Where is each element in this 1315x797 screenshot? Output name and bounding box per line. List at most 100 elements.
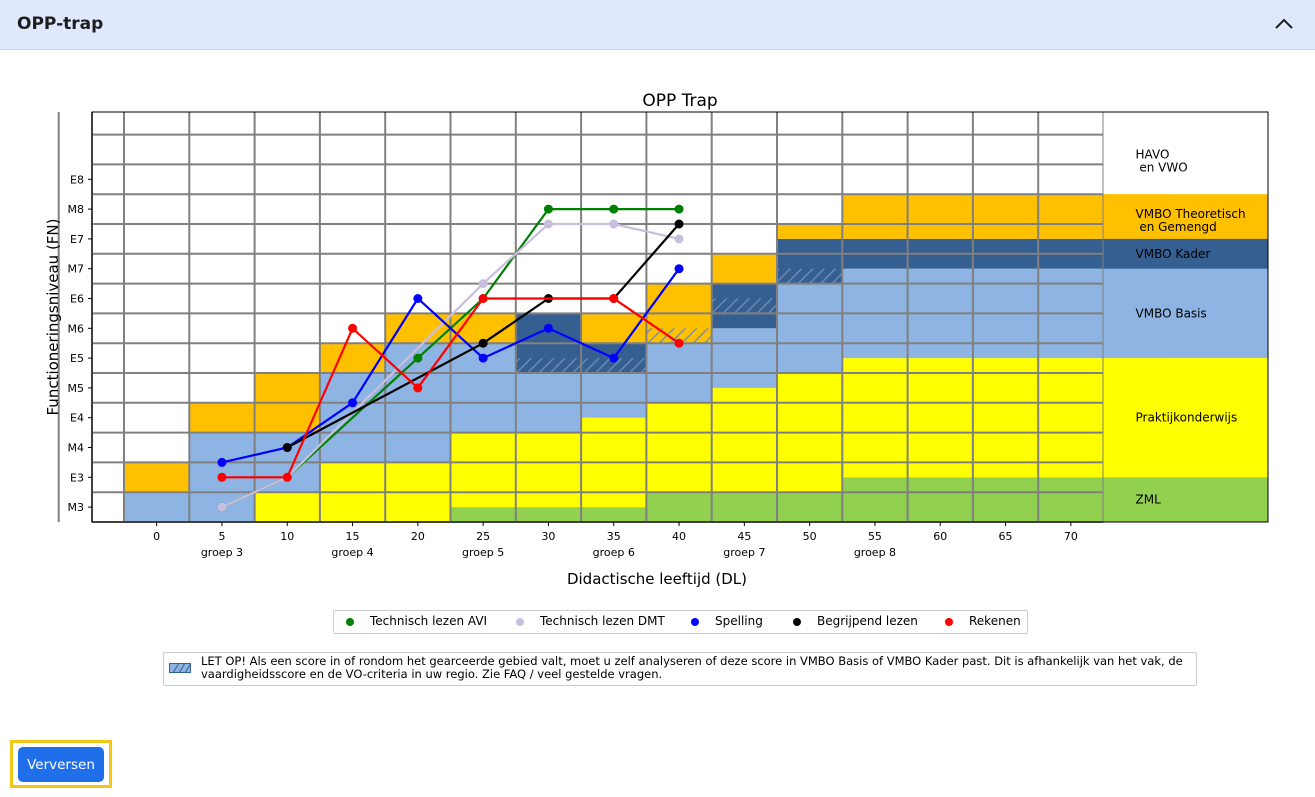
x-tick-label: 40 — [672, 530, 686, 543]
x-axis-label: Didactische leeftijd (DL) — [567, 570, 747, 588]
zml-zone — [907, 477, 973, 522]
zone-label: Praktijkonderwijs — [1136, 411, 1238, 425]
chevron-up-icon[interactable] — [1273, 13, 1295, 35]
series-point — [543, 204, 553, 214]
chart-svg: HAVO en VWO VMBO Theoretisch en Gemengd VM… — [44, 91, 1269, 588]
praktijk-zone — [450, 432, 516, 508]
vmbo-basis-zone — [711, 328, 777, 388]
vmbo-theoretisch-zone — [124, 462, 190, 493]
y-tick-label: E3 — [70, 471, 84, 484]
y-tick-label: M5 — [68, 382, 85, 395]
series-point — [413, 294, 423, 303]
x-tick-label: 50 — [803, 530, 817, 543]
legend-marker — [945, 618, 953, 626]
x-tick-label: 20 — [411, 530, 425, 543]
zone-label: HAVO en VWO — [1136, 147, 1188, 174]
series-line — [221, 222, 680, 509]
hatched-area — [581, 358, 647, 373]
y-tick-label: M4 — [68, 442, 85, 455]
vmbo-theoretisch-zone — [189, 402, 255, 433]
y-tick-label: E4 — [70, 412, 84, 425]
x-tick-label: 55 — [868, 530, 882, 543]
legend-marker — [793, 618, 801, 626]
havo-zone — [1103, 112, 1268, 195]
y-axis-label: Functioneringsniveau (FN) — [44, 218, 62, 415]
x-tick-label: 25 — [476, 530, 490, 543]
zml-zone — [1038, 477, 1104, 522]
chart-legend: Technisch lezen AVI Technisch lezen DMT Sp… — [333, 610, 1028, 634]
y-tick-label: E8 — [70, 173, 84, 186]
vmbo-basis-zone — [124, 492, 190, 522]
x-tick-label: 65 — [999, 530, 1013, 543]
zml-zone — [646, 492, 712, 522]
legend-marker — [691, 618, 699, 626]
hatch-swatch-icon — [169, 663, 191, 673]
praktijk-zone — [515, 432, 582, 508]
chart-title: OPP Trap — [642, 91, 717, 111]
legend-marker — [346, 618, 354, 626]
panel-header[interactable]: OPP-trap — [0, 0, 1315, 50]
series-point — [478, 294, 488, 303]
group-label: groep 4 — [331, 546, 373, 559]
x-tick-label: 0 — [153, 530, 160, 543]
series-point — [348, 398, 358, 408]
praktijk-zone — [842, 358, 908, 478]
series-point — [217, 457, 227, 467]
zone-label: VMBO Kader — [1136, 247, 1211, 261]
series-point — [543, 323, 553, 333]
highlight-frame — [10, 740, 112, 788]
vmbo-theoretisch-zone — [1038, 194, 1104, 239]
praktijk-zone — [1103, 358, 1268, 478]
vmbo-theoretisch-zone — [385, 313, 451, 344]
legend-label: Spelling — [715, 614, 763, 628]
zml-zone — [711, 492, 777, 522]
zone-label: ZML — [1136, 493, 1162, 507]
x-tick-label: 45 — [737, 530, 751, 543]
zml-zone — [515, 507, 582, 522]
group-label: groep 7 — [723, 546, 765, 559]
y-tick-label: M8 — [68, 203, 85, 216]
series-point — [217, 472, 227, 482]
hatched-area — [515, 358, 582, 373]
series-point — [674, 234, 684, 244]
vmbo-theoretisch-zone — [319, 343, 386, 373]
vmbo-theoretisch-zone — [907, 194, 973, 239]
hatched-area-note: LET OP! Als een score in of rondom het g… — [163, 652, 1197, 686]
vmbo-theoretisch-zone — [777, 224, 843, 239]
zml-zone — [972, 477, 1039, 522]
series-point — [413, 383, 423, 393]
group-label: groep 8 — [854, 546, 896, 559]
vmbo-basis-zone — [1103, 268, 1268, 359]
series-point — [478, 279, 488, 289]
group-label: groep 5 — [462, 546, 504, 559]
zml-zone — [581, 507, 647, 522]
praktijk-zone — [646, 402, 712, 493]
series-point — [674, 338, 684, 348]
x-tick-label: 30 — [541, 530, 555, 543]
y-tick-label: M7 — [68, 263, 85, 276]
praktijk-zone — [907, 358, 973, 478]
series-point — [674, 219, 684, 229]
vmbo-theoretisch-zone — [842, 194, 908, 239]
group-label: groep 3 — [201, 546, 243, 559]
series-point — [478, 353, 488, 363]
x-tick-label: 5 — [218, 530, 225, 543]
legend-label: Technisch lezen DMT — [540, 614, 665, 628]
zml-zone — [1103, 477, 1268, 522]
legend-marker — [516, 618, 524, 626]
zml-zone — [777, 492, 843, 522]
y-tick-label: M6 — [68, 322, 85, 335]
series-line — [221, 268, 680, 464]
y-tick-label: E5 — [70, 352, 84, 365]
praktijk-zone — [711, 387, 777, 493]
opp-trap-chart: HAVO en VWO VMBO Theoretisch en Gemengd VM… — [0, 51, 1315, 731]
series-point — [282, 443, 292, 452]
legend-label: Technisch lezen AVI — [370, 614, 488, 628]
zone-label: VMBO Theoretisch en Gemengd — [1136, 207, 1246, 234]
legend-label: Begrijpend lezen — [817, 614, 918, 628]
vmbo-theoretisch-zone — [711, 253, 777, 284]
legend-label: Rekenen — [969, 614, 1021, 628]
praktijk-zone — [972, 358, 1039, 478]
x-tick-label: 60 — [933, 530, 947, 543]
refresh-button[interactable]: Verversen — [18, 747, 104, 782]
